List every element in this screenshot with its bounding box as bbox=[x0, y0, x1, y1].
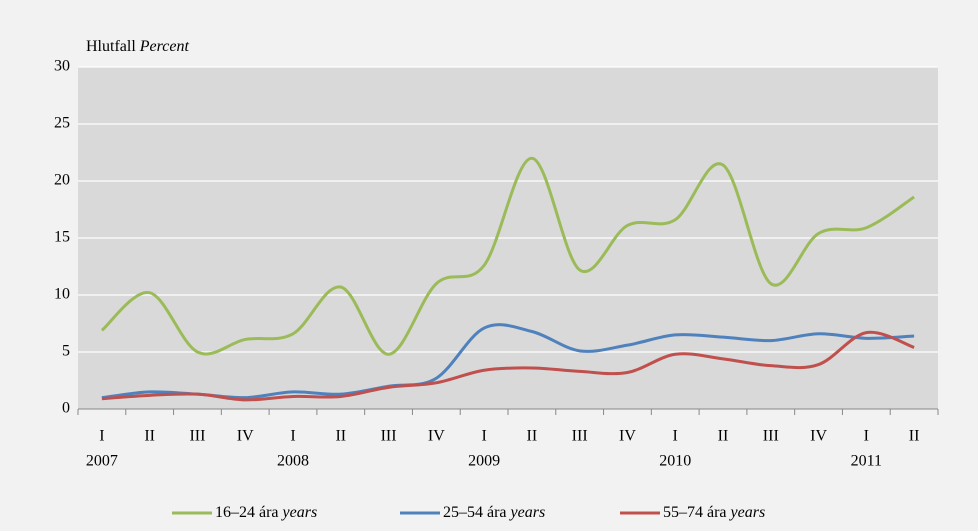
y-tick-label: 10 bbox=[54, 286, 70, 303]
x-tick-label: I bbox=[673, 428, 678, 445]
series-line bbox=[100, 156, 915, 356]
x-tick-label: II bbox=[335, 428, 346, 445]
series-line bbox=[101, 330, 915, 402]
y-tick-label: 15 bbox=[54, 229, 70, 246]
y-tick-label: 30 bbox=[54, 58, 70, 75]
y-axis-label: Hlutfall Percent bbox=[86, 38, 189, 55]
series-line bbox=[101, 323, 915, 400]
x-tick-label: II bbox=[144, 428, 155, 445]
x-tick-label: II bbox=[527, 428, 538, 445]
x-group-label: 2009 bbox=[468, 453, 500, 470]
y-tick-label: 5 bbox=[62, 343, 70, 360]
x-tick-label: I bbox=[99, 428, 104, 445]
x-group-label: 2007 bbox=[86, 453, 118, 470]
x-tick-label: III bbox=[189, 428, 205, 445]
x-tick-label: I bbox=[481, 428, 486, 445]
x-tick-label: IV bbox=[619, 428, 636, 445]
x-tick-label: II bbox=[909, 428, 920, 445]
x-group-label: 2010 bbox=[659, 453, 691, 470]
x-tick-label: IV bbox=[810, 428, 827, 445]
x-tick-label: IV bbox=[428, 428, 445, 445]
x-tick-label: III bbox=[763, 428, 779, 445]
y-tick-label: 0 bbox=[62, 400, 70, 417]
x-tick-label: III bbox=[381, 428, 397, 445]
legend-name: 25–54 ára bbox=[443, 504, 507, 521]
legend-name-italic: years bbox=[509, 504, 546, 521]
x-tick-label: I bbox=[864, 428, 869, 445]
y-tick-label: 20 bbox=[54, 172, 70, 189]
y-label: Hlutfall bbox=[86, 38, 136, 55]
legend-entry: 16–24 ára years bbox=[215, 504, 317, 521]
legend-entry: 25–54 ára years bbox=[443, 504, 545, 521]
y-label-italic: Percent bbox=[139, 38, 190, 55]
x-tick-label: III bbox=[572, 428, 588, 445]
x-tick-label: II bbox=[718, 428, 729, 445]
legend-name: 16–24 ára bbox=[215, 504, 279, 521]
legend-name-italic: years bbox=[729, 504, 766, 521]
x-group-label: 2008 bbox=[277, 453, 309, 470]
legend-name-italic: years bbox=[281, 504, 318, 521]
legend-name: 55–74 ára bbox=[663, 504, 727, 521]
x-tick-label: IV bbox=[237, 428, 254, 445]
legend-entry: 55–74 ára years bbox=[663, 504, 765, 521]
y-tick-label: 25 bbox=[54, 115, 70, 132]
x-tick-label: I bbox=[290, 428, 295, 445]
x-group-label: 2011 bbox=[851, 453, 882, 470]
